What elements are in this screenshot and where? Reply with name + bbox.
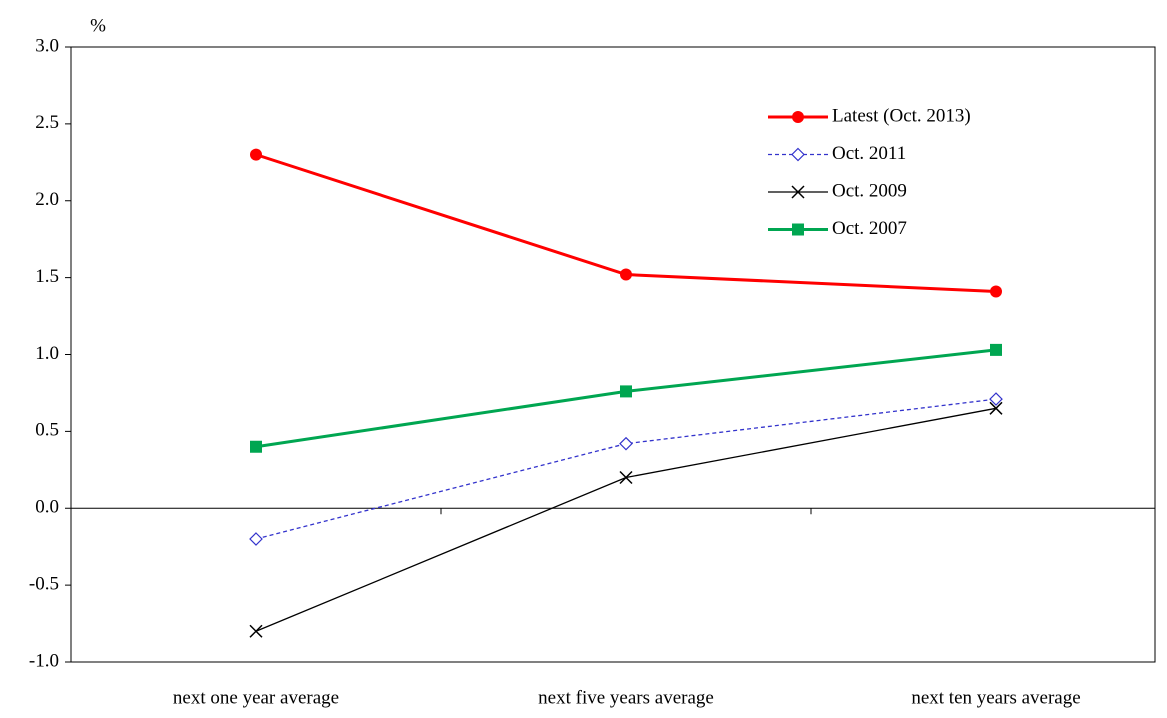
series-line	[255, 348, 997, 449]
legend-marker	[792, 111, 804, 123]
legend-label: Oct. 2007	[832, 218, 907, 239]
y-tick-label: 3.0	[35, 35, 59, 56]
y-tick-label: 1.5	[35, 266, 59, 287]
point	[990, 343, 1002, 356]
y-tick-label: 1.0	[35, 343, 59, 364]
legend-label: Oct. 2009	[832, 180, 907, 201]
legend-label: Latest (Oct. 2013)	[832, 105, 971, 126]
y-axis-label: %	[90, 15, 106, 36]
legend-label: Oct. 2011	[832, 143, 906, 164]
point	[989, 401, 1003, 415]
y-tick-label: 0.5	[35, 420, 59, 441]
legend-marker	[792, 223, 804, 236]
legend-marker	[791, 147, 805, 162]
point	[620, 268, 632, 281]
point	[619, 436, 633, 451]
x-tick-label: next one year average	[173, 687, 339, 708]
point	[619, 470, 633, 485]
point	[250, 148, 262, 161]
point	[989, 392, 1003, 406]
y-tick-label: -0.5	[29, 573, 59, 594]
point	[620, 385, 632, 398]
y-tick-label: 2.0	[35, 189, 59, 210]
y-tick-label: 0.0	[35, 497, 59, 518]
point	[250, 440, 262, 453]
series-line	[255, 398, 997, 540]
x-tick-label: next five years average	[538, 687, 714, 708]
point	[249, 532, 263, 546]
legend-marker	[791, 185, 805, 199]
x-tick-label: next ten years average	[911, 687, 1080, 708]
point	[990, 285, 1002, 298]
y-tick-label: 2.5	[35, 112, 59, 133]
y-tick-label: -1.0	[29, 650, 59, 671]
point	[249, 624, 263, 638]
